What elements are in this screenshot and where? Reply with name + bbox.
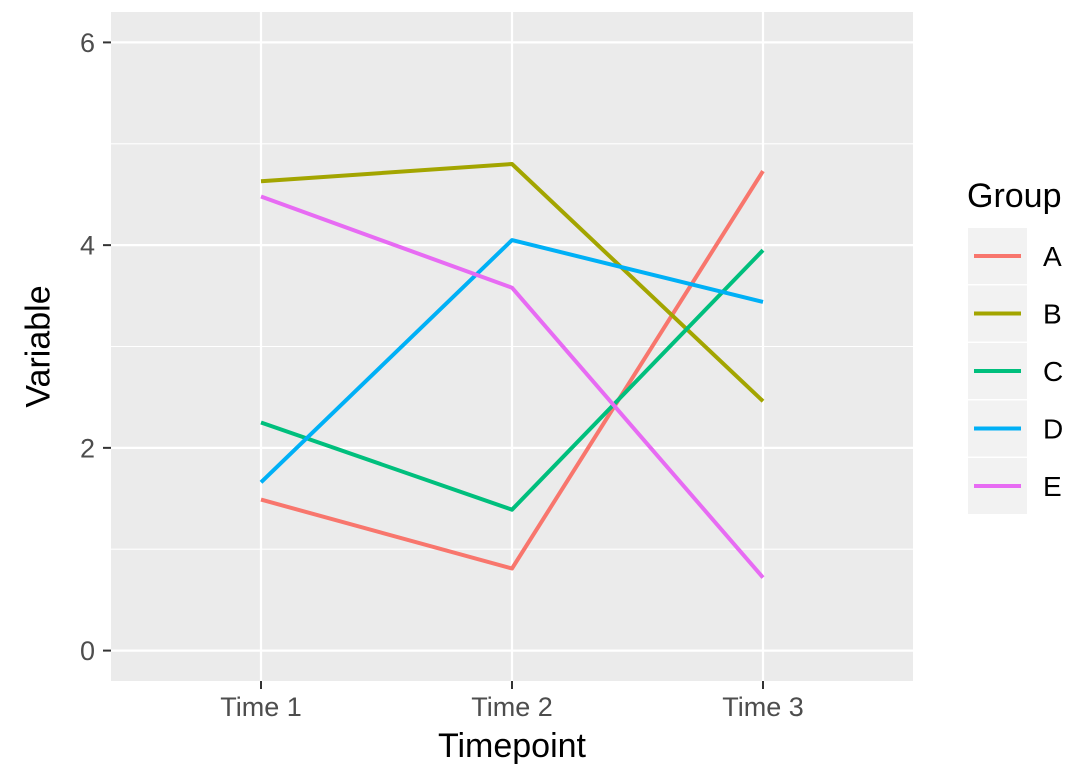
y-tick-label: 0 (80, 636, 95, 666)
y-axis-title: Variable (20, 285, 58, 407)
x-tick-label: Time 1 (220, 692, 302, 722)
series-line-D (259, 238, 764, 484)
x-tick-label: Time 2 (471, 692, 553, 722)
series-line-C (260, 248, 765, 512)
x-axis-title: Timepoint (438, 727, 587, 765)
y-tick-label: 2 (80, 433, 95, 463)
legend-label: C (1043, 356, 1063, 387)
legend-label: D (1043, 414, 1063, 445)
y-tick-label: 6 (80, 28, 95, 58)
y-tick-label: 4 (80, 231, 95, 261)
series-line-B (260, 162, 765, 403)
legend-label: B (1043, 299, 1062, 330)
legend-label: E (1043, 471, 1062, 502)
x-tick-label: Time 3 (722, 692, 804, 722)
series-line-E (260, 194, 765, 579)
series-line-A (260, 170, 765, 571)
legend-title: Group (967, 177, 1062, 215)
legend-label: A (1043, 241, 1062, 272)
